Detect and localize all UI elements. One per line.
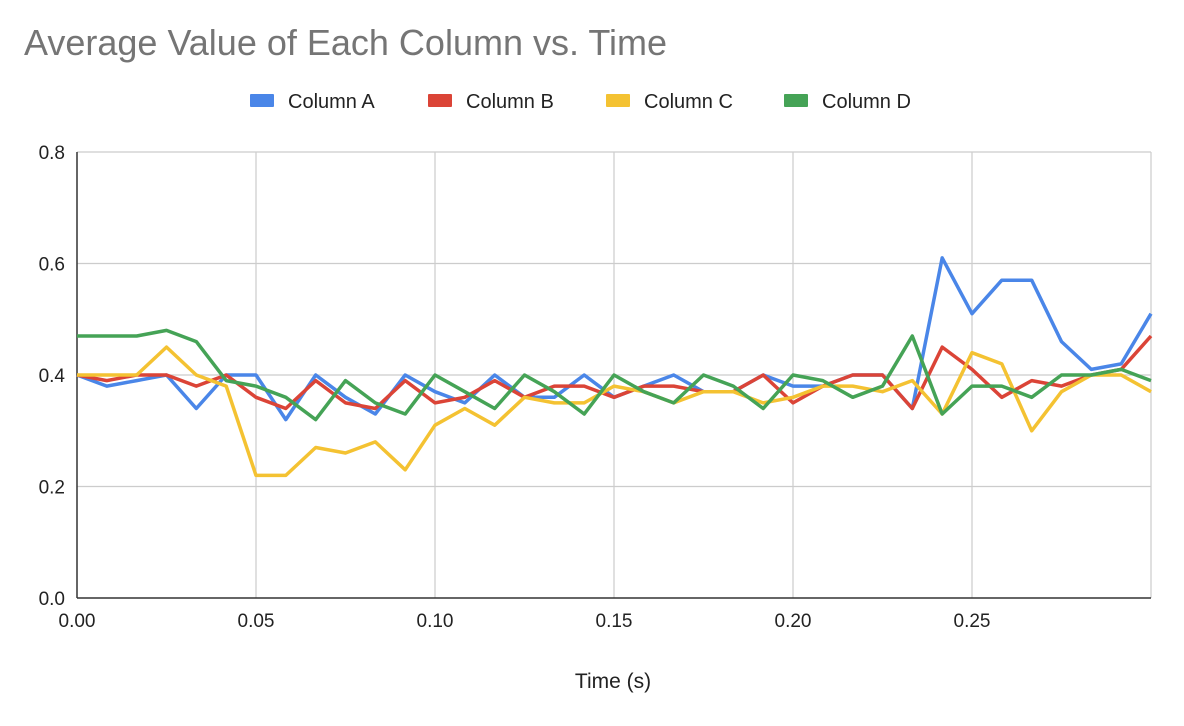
x-tick-label: 0.15 — [596, 611, 633, 632]
series-line-column-d — [77, 328, 1152, 422]
x-tick-label: 0.10 — [417, 611, 454, 632]
legend-swatch — [606, 94, 630, 107]
y-tick-label: 0.4 — [39, 366, 66, 387]
x-axis-title: Time (s) — [575, 670, 651, 693]
series-line-column-b — [76, 334, 1153, 411]
legend-swatch — [784, 94, 808, 107]
axes: 0.0 0.2 0.4 0.6 0.8 0.00 0.05 0.10 0.15 0.20 0.25 — [39, 143, 1151, 632]
legend-swatch — [250, 94, 274, 107]
legend-label: Column C — [644, 91, 733, 113]
y-tick-label: 0.8 — [39, 143, 65, 164]
legend: Column A Column B Column C Column D — [250, 91, 911, 113]
x-tick-label: 0.25 — [954, 611, 991, 632]
legend-label: Column A — [288, 91, 375, 113]
x-tick-label: 0.00 — [59, 611, 96, 632]
chart-title: Average Value of Each Column vs. Time — [24, 22, 667, 63]
y-tick-label: 0.6 — [39, 255, 65, 276]
legend-label: Column D — [822, 91, 911, 113]
y-tick-label: 0.0 — [39, 589, 65, 610]
x-tick-label: 0.05 — [238, 611, 275, 632]
series-line-column-c — [77, 345, 1152, 478]
y-tick-label: 0.2 — [39, 478, 65, 499]
series-lines — [76, 256, 1153, 478]
legend-label: Column B — [466, 91, 554, 113]
x-tick-label: 0.20 — [775, 611, 812, 632]
legend-swatch — [428, 94, 452, 107]
